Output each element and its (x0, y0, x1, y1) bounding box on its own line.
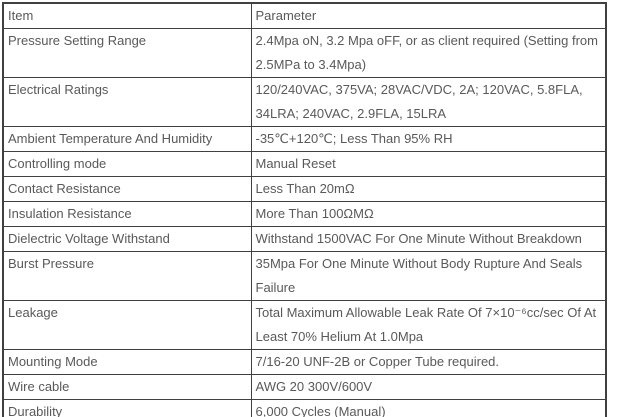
parameter-cell: 6,000 Cycles (Manual) (250, 399, 607, 417)
parameter-cell: 120/240VAC, 375VA; 28VAC/VDC, 2A; 120VAC… (250, 77, 607, 127)
parameter-cell: AWG 20 300V/600V (250, 374, 607, 400)
item-cell: Durability (2, 399, 252, 417)
parameter-cell: Total Maximum Allowable Leak Rate Of 7×1… (250, 300, 607, 350)
table-row: Mounting Mode 7/16-20 UNF-2B or Copper T… (2, 349, 607, 375)
table-row: Durability 6,000 Cycles (Manual) (2, 399, 607, 417)
item-cell: Contact Resistance (2, 176, 252, 202)
table-row: Electrical Ratings 120/240VAC, 375VA; 28… (2, 77, 607, 127)
table-row: Dielectric Voltage Withstand Withstand 1… (2, 226, 607, 252)
table-row: Insulation Resistance More Than 100ΩMΩ (2, 201, 607, 227)
item-header-cell: Item (2, 2, 252, 29)
spec-table-body: Pressure Setting Range 2.4Mpa oN, 3.2 Mp… (2, 28, 607, 417)
item-cell: Mounting Mode (2, 349, 252, 375)
item-cell: Insulation Resistance (2, 201, 252, 227)
header-row: Item Parameter (2, 2, 607, 29)
item-cell: Wire cable (2, 374, 252, 400)
parameter-header-cell: Parameter (250, 2, 607, 29)
table-row: Ambient Temperature And Humidity -35℃+12… (2, 126, 607, 152)
parameter-cell: 2.4Mpa oN, 3.2 Mpa oFF, or as client req… (250, 28, 607, 78)
spec-table-head: Item Parameter (2, 2, 607, 29)
item-cell: Burst Pressure (2, 251, 252, 301)
item-cell: Electrical Ratings (2, 77, 252, 127)
item-cell: Ambient Temperature And Humidity (2, 126, 252, 152)
table-row: Leakage Total Maximum Allowable Leak Rat… (2, 300, 607, 350)
item-cell: Dielectric Voltage Withstand (2, 226, 252, 252)
item-cell: Leakage (2, 300, 252, 350)
parameter-cell: Manual Reset (250, 151, 607, 177)
parameter-cell: More Than 100ΩMΩ (250, 201, 607, 227)
table-row: Pressure Setting Range 2.4Mpa oN, 3.2 Mp… (2, 28, 607, 78)
item-cell: Controlling mode (2, 151, 252, 177)
parameter-cell: 7/16-20 UNF-2B or Copper Tube required. (250, 349, 607, 375)
parameter-cell: Less Than 20mΩ (250, 176, 607, 202)
parameter-cell: Withstand 1500VAC For One Minute Without… (250, 226, 607, 252)
table-row: Controlling mode Manual Reset (2, 151, 607, 177)
spec-table: Item Parameter Pressure Setting Range 2.… (2, 2, 607, 417)
table-row: Wire cable AWG 20 300V/600V (2, 374, 607, 400)
parameter-cell: -35℃+120℃; Less Than 95% RH (250, 126, 607, 152)
item-cell: Pressure Setting Range (2, 28, 252, 78)
table-row: Burst Pressure 35Mpa For One Minute With… (2, 251, 607, 301)
table-row: Contact Resistance Less Than 20mΩ (2, 176, 607, 202)
parameter-cell: 35Mpa For One Minute Without Body Ruptur… (250, 251, 607, 301)
